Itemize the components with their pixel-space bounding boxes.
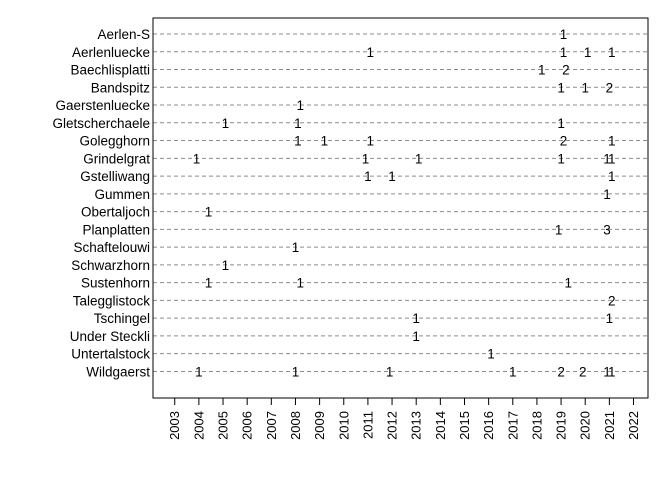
category-label: Tschingel: [94, 311, 150, 326]
data-point: 1: [565, 276, 573, 291]
data-point: 1: [608, 151, 616, 166]
x-tick-label: 2011: [360, 411, 375, 439]
category-label: Schwarzhorn: [71, 258, 150, 273]
category-label: Under Steckli: [70, 329, 150, 344]
category-label: Grindelgrat: [83, 151, 150, 166]
data-point: 1: [608, 45, 616, 60]
x-tick-label: 2022: [626, 411, 641, 440]
x-tick-label: 2016: [481, 411, 496, 440]
data-point: 3: [603, 222, 611, 237]
data-point: 1: [608, 364, 616, 379]
x-tick-label: 2008: [288, 411, 303, 440]
data-point: 2: [557, 364, 565, 379]
x-tick-label: 2005: [216, 411, 231, 440]
x-tick-label: 2003: [167, 411, 182, 440]
category-label: Aerlen-S: [97, 27, 150, 42]
x-tick-label: 2019: [554, 411, 569, 440]
x-tick-label: 2021: [602, 411, 617, 440]
category-label: Talegglistock: [73, 293, 151, 308]
category-label: Gummen: [94, 187, 150, 202]
category-label: Gletscherchaele: [52, 116, 150, 131]
data-point: 1: [294, 116, 302, 131]
category-label: Bandspitz: [91, 80, 151, 95]
data-point: 2: [579, 364, 587, 379]
data-point: 1: [608, 169, 616, 184]
data-point: 1: [386, 364, 394, 379]
data-point: 1: [538, 63, 546, 78]
category-label: Aerlenluecke: [72, 45, 150, 60]
data-point: 1: [321, 134, 329, 149]
x-tick-label: 2009: [312, 411, 327, 440]
data-point: 1: [222, 116, 230, 131]
data-point: 1: [555, 222, 563, 237]
data-point: 1: [606, 311, 614, 326]
category-label: Wildgaerst: [86, 364, 150, 379]
data-point: 1: [509, 364, 517, 379]
x-tick-label: 2012: [385, 411, 400, 440]
x-tick-label: 2010: [336, 411, 351, 440]
data-point: 1: [364, 169, 372, 184]
data-point: 1: [487, 347, 495, 362]
category-labels: Aerlen-S Aerlenluecke Baechlisplatti Bandsp…: [52, 27, 150, 379]
category-label: Schaftelouwi: [73, 240, 150, 255]
data-point: 1: [222, 258, 230, 273]
data-point: 1: [581, 80, 589, 95]
data-point: 1: [603, 187, 611, 202]
data-point: 2: [560, 134, 568, 149]
category-label: Gaerstenluecke: [55, 98, 150, 113]
data-point: 1: [557, 80, 565, 95]
data-point: 1: [388, 169, 396, 184]
x-tick-label: 2018: [529, 411, 544, 440]
data-point: 1: [294, 134, 302, 149]
data-point: 1: [297, 98, 305, 113]
data-point: 2: [562, 63, 570, 78]
data-point: 2: [606, 80, 614, 95]
x-tick-label: 2013: [409, 411, 424, 440]
plot-frame: [152, 17, 649, 399]
gridlines: [153, 33, 648, 372]
data-point: 1: [560, 27, 568, 42]
data-point: 1: [362, 151, 370, 166]
category-label: Untertalstock: [71, 347, 150, 362]
category-label: Baechlisplatti: [70, 63, 150, 78]
data-point: 1: [292, 364, 300, 379]
data-point: 1: [560, 45, 568, 60]
data-point: 1: [195, 364, 203, 379]
category-label: Planplatten: [82, 222, 150, 237]
data-point: 1: [367, 134, 375, 149]
data-point: 1: [608, 134, 616, 149]
data-point: 1: [603, 364, 611, 379]
data-point: 1: [193, 151, 201, 166]
data-point: 1: [205, 276, 213, 291]
data-point: 1: [367, 45, 375, 60]
data-point: 2: [608, 293, 616, 308]
data-point: 1: [292, 240, 300, 255]
data-point: 1: [415, 151, 423, 166]
x-tick-label: 2020: [578, 411, 593, 440]
data-point: 1: [557, 116, 565, 131]
x-tick-label: 2015: [457, 411, 472, 440]
data-point: 1: [584, 45, 592, 60]
x-tick-label: 2007: [264, 411, 279, 440]
category-label: Gstelliwang: [80, 169, 150, 184]
category-label: Obertaljoch: [81, 205, 150, 220]
x-tick-label: 2006: [240, 411, 255, 440]
data-point: 1: [297, 276, 305, 291]
x-tick-label: 2017: [505, 411, 520, 440]
x-tick-label: 2004: [191, 411, 206, 440]
data-point: 1: [557, 151, 565, 166]
x-tick-label: 2014: [433, 411, 448, 440]
x-axis: 2003 2004 2005 2006 2007 2008 2009 2010 2011 2012…: [167, 398, 641, 440]
data-point: 1: [412, 329, 420, 344]
data-point: 1: [603, 151, 611, 166]
category-label: Golegghorn: [79, 134, 150, 149]
data-point: 1: [205, 205, 213, 220]
category-label: Sustenhorn: [81, 276, 150, 291]
data-point: 1: [412, 311, 420, 326]
